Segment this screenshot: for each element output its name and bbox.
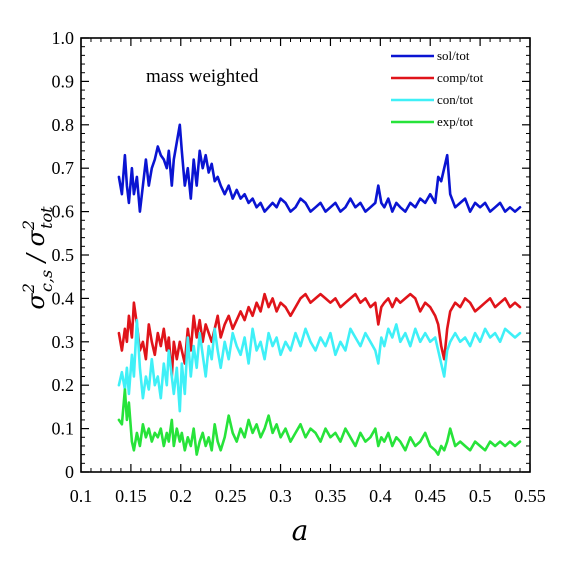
y-label-den-sub: tot <box>37 206 56 229</box>
x-tick-label: 0.45 <box>414 486 446 506</box>
legend-label-sol-tot: sol/tot <box>437 48 470 63</box>
x-tick-label: 0.1 <box>70 486 93 506</box>
y-tick-label: 0.7 <box>52 158 75 178</box>
y-label-num-sup: 2 <box>19 283 38 294</box>
y-label-den-base: σ <box>22 229 50 246</box>
y-tick-label: 0.6 <box>52 202 75 222</box>
legend-label-exp-tot: exp/tot <box>437 114 473 129</box>
series-line-exp-tot <box>117 388 522 456</box>
y-tick-label: 0.3 <box>52 332 75 352</box>
x-tick-label: 0.55 <box>514 486 546 506</box>
x-tick-label: 0.5 <box>469 486 492 506</box>
y-axis-label: σ2c,s / σ2tot <box>19 206 56 310</box>
x-axis-label: a <box>292 514 309 547</box>
x-tick-label: 0.15 <box>115 486 147 506</box>
y-tick-label: 0.1 <box>52 419 75 439</box>
y-tick-label: 0.4 <box>52 288 75 308</box>
series-line-comp-tot <box>117 292 522 378</box>
y-tick-label: 0.8 <box>52 115 75 135</box>
x-tick-label: 0.35 <box>315 486 347 506</box>
y-tick-label: 0 <box>65 462 74 482</box>
annotation-mass-weighted: mass weighted <box>146 66 259 87</box>
x-tick-label: 0.2 <box>170 486 193 506</box>
legend-label-con-tot: con/tot <box>437 92 473 107</box>
legend-label-comp-tot: comp/tot <box>437 70 484 85</box>
y-tick-label: 0.5 <box>52 245 75 265</box>
y-label-num-sub: c,s <box>37 270 56 292</box>
y-label-num-base: σ <box>22 293 50 310</box>
series-line-con-tot <box>117 318 522 413</box>
y-tick-label: 0.2 <box>52 375 75 395</box>
y-label-den-sup: 2 <box>19 220 38 231</box>
y-tick-label: 1.0 <box>52 28 75 48</box>
x-tick-label: 0.4 <box>369 486 392 506</box>
svg-text:σ2c,s / σ2tot: σ2c,s / σ2tot <box>19 206 56 310</box>
legend: sol/tot comp/tot con/tot exp/tot <box>391 48 484 129</box>
x-tick-label: 0.25 <box>215 486 247 506</box>
series-line-sol-tot <box>117 123 522 213</box>
x-tick-label: 0.3 <box>269 486 292 506</box>
y-tick-label: 0.9 <box>52 71 75 91</box>
